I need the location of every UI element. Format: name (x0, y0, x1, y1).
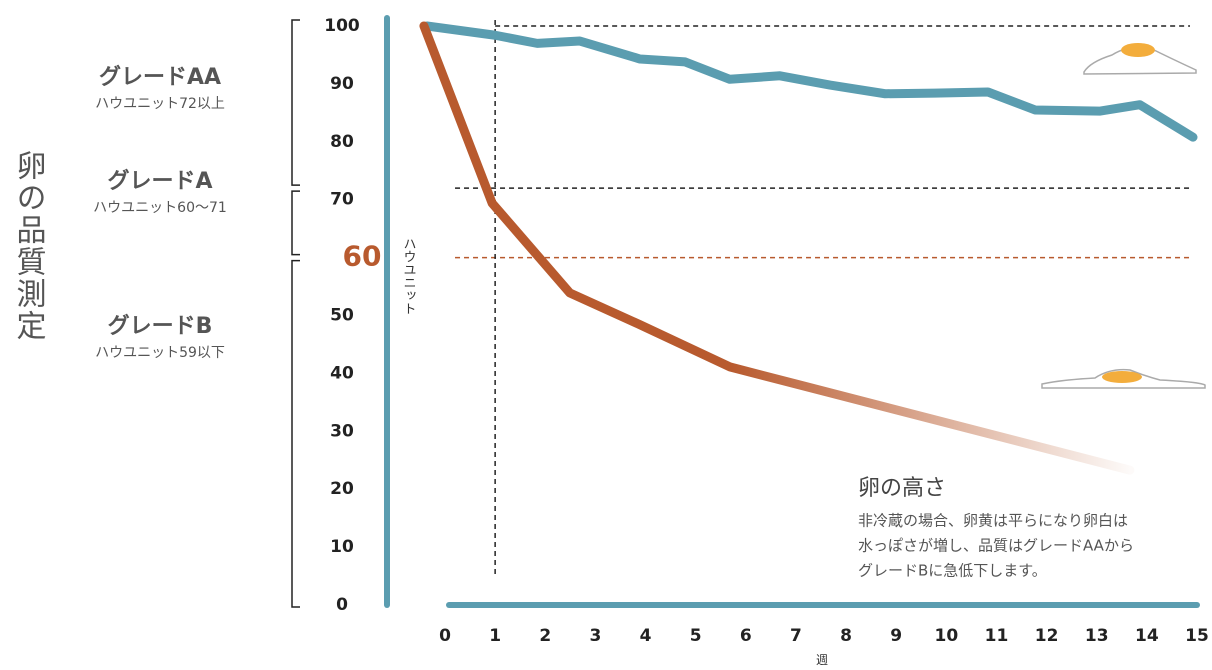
x-tick-label: 4 (640, 626, 652, 646)
grade-bracket (292, 20, 300, 185)
grade-name: グレードA (107, 168, 212, 194)
x-tick-label: 8 (840, 626, 852, 646)
y-title: 卵の品質測定 (11, 150, 46, 342)
egg-icon-fresh (1084, 43, 1196, 74)
x-tick-label: 1 (489, 626, 501, 646)
annotation-text: 水っぽさが増し、品質はグレードAAから (858, 537, 1134, 555)
y-tick-label: 100 (324, 16, 360, 36)
y-tick-label: 90 (330, 74, 354, 94)
y-tick-label: 20 (330, 479, 354, 499)
grade-range: ハウユニット72以上 (95, 96, 225, 112)
y-tick-label: 10 (330, 537, 354, 557)
y-tick-label: 0 (336, 595, 348, 615)
x-tick-label: 3 (589, 626, 601, 646)
y-tick-label: 80 (330, 132, 354, 152)
annotation-text: グレードBに急低下します。 (858, 562, 1047, 580)
grade-bracket (292, 261, 300, 607)
page: 卵の品質測定 ハウユニット 週 0 10 20 30 40 50 60 70 80 90 100 0 1… (0, 0, 1212, 670)
x-tick-label: 9 (890, 626, 902, 646)
grade-range: ハウユニット59以下 (95, 345, 225, 361)
annotation-text: 非冷蔵の場合、卵黄は平らになり卵白は (858, 512, 1128, 530)
grade-name: グレードAA (99, 64, 221, 90)
axis-label: ハウユニット (401, 237, 416, 315)
y-tick-label: 60 (343, 240, 382, 273)
x-tick-label: 11 (985, 626, 1009, 646)
x-tick-label: 7 (790, 626, 802, 646)
egg-icon-flat (1042, 370, 1205, 388)
x-tick-label: 10 (934, 626, 958, 646)
y-tick-label: 70 (330, 190, 354, 210)
x-tick-label: 15 (1185, 626, 1209, 646)
grade-bracket (292, 191, 300, 254)
x-tick-label: 2 (539, 626, 551, 646)
y-tick-label: 50 (330, 306, 354, 326)
grade-range: ハウユニット60〜71 (93, 200, 227, 216)
x-tick-label: 5 (690, 626, 702, 646)
chart: 卵の品質測定 ハウユニット 週 0 10 20 30 40 50 60 70 80 90 100 0 1… (0, 0, 1212, 666)
x-title: 週 (816, 653, 828, 666)
x-tick-label: 13 (1085, 626, 1109, 646)
data-line (424, 26, 1130, 470)
x-tick-label: 0 (439, 626, 451, 646)
data-line (427, 26, 1193, 137)
y-tick-label: 30 (330, 421, 354, 441)
annotation-title: 卵の高さ (858, 476, 946, 501)
x-tick-label: 14 (1135, 626, 1159, 646)
x-tick-label: 6 (740, 626, 752, 646)
y-tick-label: 40 (330, 363, 354, 383)
grade-name: グレードB (108, 313, 213, 339)
x-tick-label: 12 (1035, 626, 1059, 646)
